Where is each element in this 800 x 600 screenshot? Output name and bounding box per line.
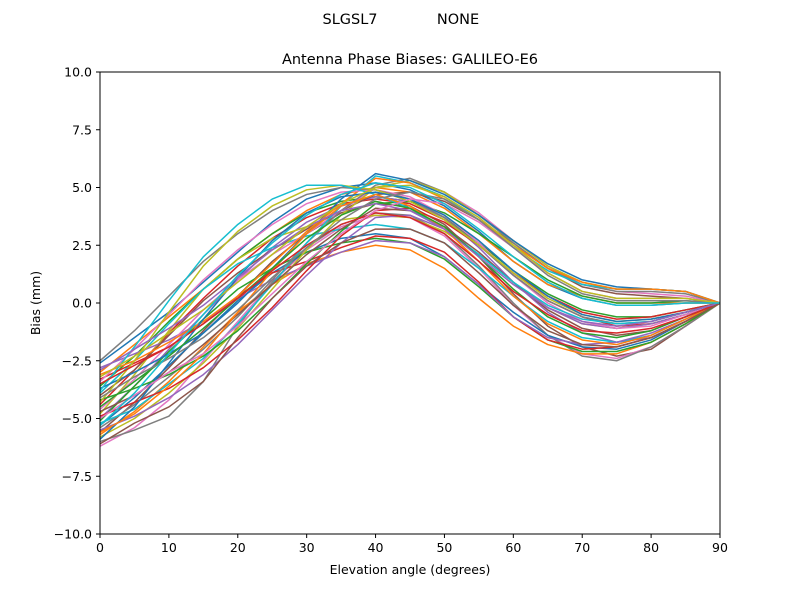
x-axis-label: Elevation angle (degrees) bbox=[330, 562, 491, 577]
y-tick-label: 2.5 bbox=[72, 238, 92, 253]
series-line-36 bbox=[99, 228, 721, 445]
y-tick-label: −2.5 bbox=[62, 353, 92, 368]
series-line-40 bbox=[99, 182, 720, 426]
series-line-38 bbox=[99, 191, 721, 399]
axes: 0 10 20 30 40 50 60 70 80 90 10.0 7.5 5.0 2.5 0.0 −2.5 −… bbox=[54, 65, 728, 556]
series-line-27 bbox=[99, 189, 721, 383]
series-line-16 bbox=[99, 191, 721, 397]
series-line-5 bbox=[99, 195, 721, 420]
y-tick-label: 0.0 bbox=[72, 296, 92, 311]
y-tick-label: 10.0 bbox=[64, 65, 92, 80]
series-line-18 bbox=[99, 177, 721, 429]
series-line-33 bbox=[99, 200, 721, 408]
series-line-34 bbox=[99, 212, 721, 385]
series-line-21 bbox=[99, 172, 721, 390]
x-tick-label: 30 bbox=[299, 540, 315, 555]
series-line-28 bbox=[99, 186, 721, 362]
series-line-9 bbox=[99, 214, 721, 415]
x-tick-label: 20 bbox=[230, 540, 246, 555]
x-tick-label: 0 bbox=[96, 540, 104, 555]
y-axis-label: Bias (mm) bbox=[28, 271, 43, 335]
suptitle-left: SLGSL7 bbox=[322, 12, 377, 28]
suptitle-right: NONE bbox=[437, 12, 479, 28]
x-tick-label: 90 bbox=[712, 540, 728, 555]
x-tick-label: 70 bbox=[574, 540, 590, 555]
series-line-32 bbox=[99, 193, 721, 434]
y-tick-label: −5.0 bbox=[62, 411, 92, 426]
series-line-22 bbox=[99, 177, 721, 376]
series-lines bbox=[99, 172, 721, 447]
x-tick-label: 40 bbox=[368, 540, 384, 555]
y-tick-label: 7.5 bbox=[72, 122, 92, 137]
series-line-12 bbox=[99, 244, 721, 436]
x-tick-label: 60 bbox=[505, 540, 521, 555]
y-tick-label: −10.0 bbox=[54, 527, 92, 542]
series-line-13 bbox=[99, 237, 721, 422]
y-tick-label: −7.5 bbox=[62, 469, 92, 484]
chart-title: Antenna Phase Biases: GALILEO-E6 bbox=[282, 52, 538, 68]
x-tick-label: 50 bbox=[436, 540, 452, 555]
x-tick-label: 10 bbox=[161, 540, 177, 555]
series-line-35 bbox=[99, 202, 721, 371]
y-tick-label: 5.0 bbox=[72, 180, 92, 195]
series-line-39 bbox=[99, 184, 721, 378]
x-tick-label: 80 bbox=[643, 540, 659, 555]
